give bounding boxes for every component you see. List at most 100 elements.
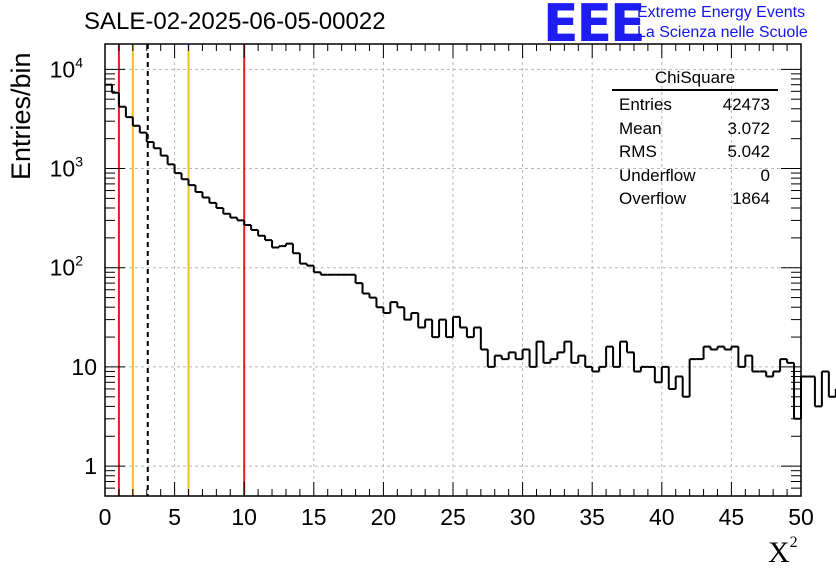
histogram-bin <box>438 318 447 338</box>
histogram-bin <box>486 349 495 368</box>
histogram-bin <box>354 274 363 285</box>
histogram-bin <box>688 358 697 397</box>
histogram-bin <box>751 355 760 373</box>
x-tick-label: 0 <box>99 504 112 530</box>
histogram-bin <box>507 351 516 360</box>
stats-row-rms: RMS 5.042 <box>612 140 778 164</box>
stats-label: Underflow <box>619 165 696 185</box>
histogram-bin <box>563 340 572 353</box>
x-tick-label: 45 <box>719 504 745 530</box>
histogram-bin <box>222 208 231 215</box>
stats-row-entries: Entries 42473 <box>612 93 778 117</box>
logo-line-2: La Scienza nelle Scuole <box>637 24 808 41</box>
stats-row-overflow: Overflow 1864 <box>612 187 778 211</box>
histogram-bin <box>653 366 662 384</box>
y-tick-label: 1 <box>84 453 97 479</box>
histogram-bin <box>779 358 788 372</box>
histogram-bin <box>765 371 774 378</box>
histogram-bin <box>180 173 189 181</box>
histogram-bin <box>389 301 398 313</box>
stats-label: Mean <box>619 118 662 138</box>
histogram-bin <box>361 283 370 295</box>
x-tick-label: 15 <box>301 504 327 530</box>
stats-label: RMS <box>619 142 657 161</box>
histogram-bin <box>382 307 391 314</box>
histogram-bin <box>813 376 822 408</box>
histogram-bin <box>458 316 467 329</box>
histogram-bin <box>291 243 300 255</box>
histogram-bin <box>577 354 586 363</box>
histogram-bin <box>479 327 488 351</box>
histogram-bin <box>632 352 641 373</box>
stats-label: Entries <box>619 95 672 114</box>
histogram-bin <box>152 142 161 150</box>
histogram-bin <box>403 307 412 321</box>
histogram-bin <box>194 185 203 193</box>
histogram-bin <box>138 125 147 134</box>
histogram-bin <box>598 365 607 372</box>
stats-value: 42473 <box>722 95 770 114</box>
histogram-bin <box>417 312 426 329</box>
histogram-bin <box>709 346 718 351</box>
histogram-bin <box>626 341 634 354</box>
histogram-bin <box>514 352 523 361</box>
histogram-bin <box>465 327 474 339</box>
histogram-bin <box>229 213 238 219</box>
stats-value: 0 <box>760 165 770 185</box>
histogram-bin <box>730 345 739 350</box>
histogram-bin <box>159 148 168 157</box>
y-tick-label: 103 <box>50 154 84 182</box>
histogram-bin <box>528 349 537 368</box>
histogram-bin <box>319 272 328 276</box>
y-tick-label-exp: 2 <box>75 253 83 269</box>
x-tick-label: 30 <box>510 504 536 530</box>
histogram-bin <box>431 319 440 339</box>
histogram-bin <box>208 197 217 204</box>
histogram-bin <box>500 355 509 361</box>
stats-row-underflow: Underflow 0 <box>612 164 778 188</box>
histogram-bin <box>660 365 669 383</box>
histogram-bin <box>424 318 433 328</box>
histogram-bin <box>800 375 808 419</box>
y-tick-label: 102 <box>50 253 84 281</box>
histogram-bin <box>215 202 224 210</box>
x-tick-label: 10 <box>231 504 257 530</box>
histogram-bin <box>772 370 781 377</box>
y-tick-label-exp: 4 <box>75 54 83 70</box>
histogram-bin <box>145 132 154 144</box>
stats-value: 1864 <box>732 189 770 208</box>
histogram-bin <box>549 358 558 363</box>
histogram-bin <box>570 341 579 364</box>
stats-title: ChiSquare <box>612 68 778 91</box>
stats-box: ChiSquare Entries 42473 Mean 3.072 RMS 5… <box>612 68 778 211</box>
histogram-bin <box>591 366 600 373</box>
histogram-bin <box>271 240 279 249</box>
histogram-bin <box>124 106 133 119</box>
y-tick-label-base: 10 <box>50 56 76 82</box>
histogram-bin <box>619 340 627 367</box>
stats-value: 5.042 <box>727 142 770 161</box>
histogram-bin <box>187 179 196 187</box>
histogram-bin <box>312 265 321 274</box>
histogram-bin <box>667 366 676 390</box>
histogram-bin <box>264 235 273 242</box>
x-tick-label: 25 <box>440 504 466 530</box>
x-axis-label: X2 <box>768 534 798 570</box>
histogram-bin <box>472 326 481 338</box>
x-tick-label: 35 <box>579 504 605 530</box>
histogram-bin <box>702 345 711 360</box>
y-tick-label: 10 <box>71 354 97 380</box>
histogram-bin <box>445 319 453 339</box>
x-axis-label-exp: 2 <box>789 534 798 551</box>
x-tick-label: 20 <box>371 504 397 530</box>
histogram-bin <box>201 191 210 199</box>
histogram-bin <box>257 230 266 237</box>
histogram-bin <box>674 375 683 389</box>
x-tick-label: 5 <box>168 504 181 530</box>
histogram-bin <box>605 345 614 367</box>
histogram-bin <box>166 155 175 166</box>
y-tick-label-exp: 3 <box>75 154 83 170</box>
histogram-bin <box>250 224 259 232</box>
histogram-bin <box>639 365 648 372</box>
